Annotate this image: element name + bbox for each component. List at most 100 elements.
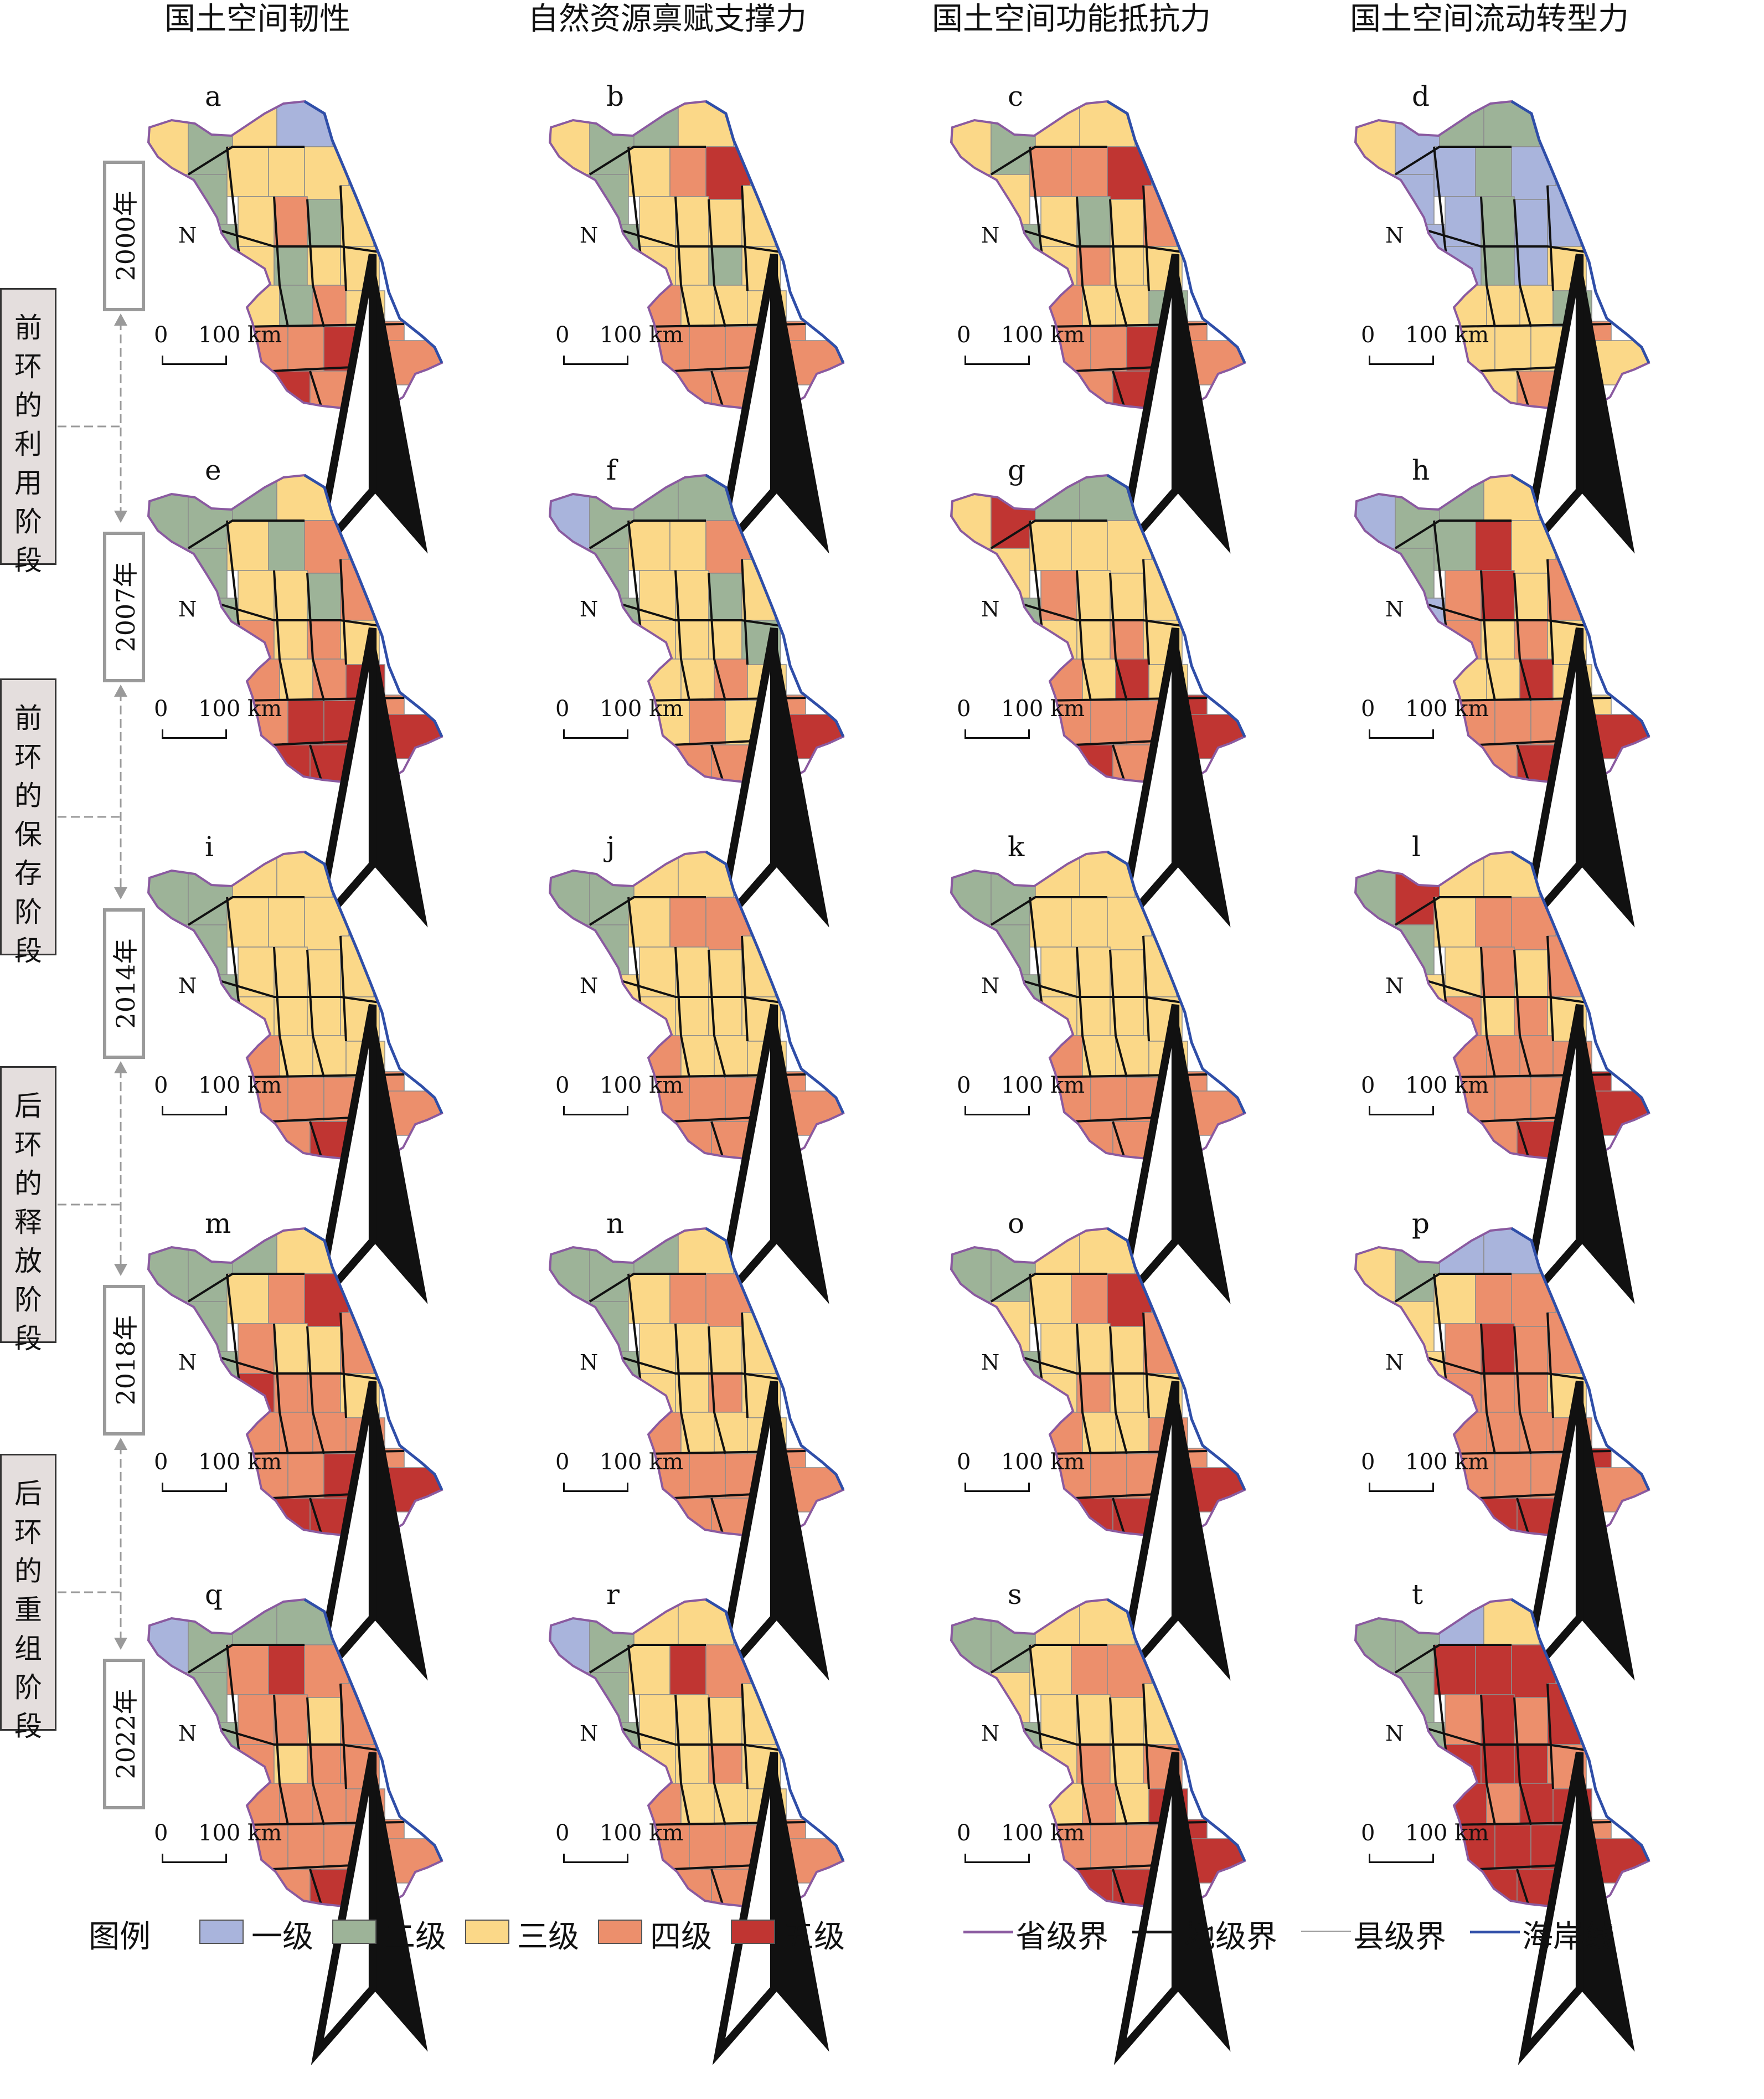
scale-bar: 0 100 km bbox=[154, 1820, 287, 1870]
scale-bar: 0 100 km bbox=[1361, 1449, 1494, 1499]
year-label-1: 2000年 bbox=[103, 161, 145, 311]
stage-char: 释 bbox=[14, 1206, 42, 1238]
year-text: 2022年 bbox=[111, 1689, 141, 1779]
stage-char: 阶 bbox=[14, 1671, 42, 1704]
north-arrow-icon: N bbox=[1378, 223, 1635, 567]
column-title-3: 国土空间功能抵抗力 bbox=[932, 1, 1211, 37]
panel-letter: i bbox=[205, 831, 214, 863]
north-arrow-icon: N bbox=[973, 223, 1231, 567]
north-arrow-shape bbox=[1113, 1380, 1231, 1694]
stage-char: 存 bbox=[14, 857, 42, 889]
map-panel-i: i N 0 100 km bbox=[138, 825, 543, 1318]
county-cell bbox=[1143, 559, 1177, 621]
county-cell bbox=[1475, 146, 1512, 197]
county-cell bbox=[276, 1228, 333, 1274]
county-cell bbox=[1029, 520, 1072, 571]
county-cell bbox=[680, 1035, 715, 1078]
scale-zero: 0 bbox=[1361, 1449, 1375, 1475]
north-arrow-shape bbox=[1518, 253, 1635, 567]
arrow-up-icon bbox=[114, 1061, 127, 1073]
north-arrow-icon: N bbox=[973, 974, 1231, 1318]
map-panel-d: d N 0 100 km bbox=[1345, 75, 1750, 567]
scale-label: 100 km bbox=[1001, 1449, 1085, 1475]
north-arrow-icon: N bbox=[572, 974, 829, 1318]
north-arrow-icon: N bbox=[1378, 974, 1635, 1318]
county-cell bbox=[226, 520, 269, 571]
coastline bbox=[705, 1227, 845, 1491]
county-cell bbox=[708, 1326, 742, 1374]
county-cell bbox=[639, 1694, 676, 1745]
north-arrow-icon: N bbox=[1378, 1721, 1635, 2065]
scale-bar-line bbox=[162, 356, 227, 365]
county-cell bbox=[307, 1326, 341, 1374]
north-arrow-icon: N bbox=[1378, 1350, 1635, 1694]
county-cell bbox=[633, 1228, 679, 1274]
scale-zero: 0 bbox=[1361, 1820, 1375, 1846]
county-cell bbox=[226, 897, 269, 948]
north-label: N bbox=[1385, 974, 1404, 998]
scale-bar: 0 100 km bbox=[1361, 1073, 1494, 1123]
county-cell bbox=[307, 1697, 341, 1745]
north-label: N bbox=[1385, 223, 1404, 248]
scale-bar: 0 100 km bbox=[555, 1820, 688, 1870]
north-arrow-shape bbox=[1113, 1004, 1231, 1318]
stage-char: 后 bbox=[14, 1478, 42, 1510]
figure: 国土空间韧性 自然资源禀赋支撑力 国土空间功能抵抗力 国土空间流动转型力 a N 0 100… bbox=[0, 1, 1750, 2065]
county-cell bbox=[1547, 185, 1581, 247]
north-label: N bbox=[178, 1721, 197, 1746]
county-cell bbox=[232, 101, 277, 147]
scale-zero: 0 bbox=[154, 1073, 168, 1098]
panel-letter: m bbox=[205, 1207, 231, 1239]
scale-bar-line bbox=[1369, 1106, 1434, 1115]
scale-label: 100 km bbox=[198, 1073, 282, 1098]
scale-label: 100 km bbox=[1001, 1073, 1085, 1098]
legend-swatch bbox=[731, 1920, 775, 1944]
coastline bbox=[1510, 850, 1650, 1114]
county-cell bbox=[1110, 1697, 1144, 1745]
scale-bar-line bbox=[162, 1106, 227, 1115]
map-panel-r: r N 0 100 km bbox=[540, 1573, 944, 2065]
scale-label: 100 km bbox=[198, 1449, 282, 1475]
year-text: 2007年 bbox=[111, 562, 141, 652]
map-panel-l: l N 0 100 km bbox=[1345, 825, 1750, 1318]
scale-zero: 0 bbox=[555, 1073, 570, 1098]
county-cell bbox=[1071, 1644, 1108, 1695]
scale-zero: 0 bbox=[154, 1449, 168, 1475]
scale-zero: 0 bbox=[555, 696, 570, 722]
coastline bbox=[303, 1227, 443, 1491]
coastline bbox=[705, 850, 845, 1114]
scale-bar: 0 100 km bbox=[957, 696, 1090, 746]
panel-letter: a bbox=[205, 80, 221, 112]
scale-bar-line bbox=[563, 356, 628, 365]
scale-bar-line bbox=[162, 1854, 227, 1863]
scale-bar: 0 100 km bbox=[1361, 322, 1494, 372]
county-cell bbox=[307, 573, 341, 621]
legend-label: 四级 bbox=[650, 1919, 712, 1955]
scale-zero: 0 bbox=[957, 1449, 971, 1475]
county-cell bbox=[1433, 146, 1476, 197]
scale-bar: 0 100 km bbox=[1361, 696, 1494, 746]
county-cell bbox=[639, 196, 676, 247]
county-cell bbox=[741, 1683, 776, 1745]
scale-label: 100 km bbox=[1001, 696, 1085, 722]
county-cell bbox=[1076, 1323, 1111, 1374]
stage-label-4: 后环的重组阶段 bbox=[0, 1454, 56, 1742]
coastline bbox=[1106, 1598, 1246, 1862]
map-panel-a: a N 0 100 km bbox=[138, 75, 543, 567]
north-arrow-icon: N bbox=[171, 1721, 428, 2065]
stage-char: 段 bbox=[14, 935, 42, 967]
map-svg-d bbox=[1354, 100, 1650, 415]
county-cell bbox=[1110, 1326, 1144, 1374]
county-cell bbox=[639, 570, 676, 621]
county-cell bbox=[1029, 1644, 1072, 1695]
county-cell bbox=[1547, 1683, 1581, 1745]
county-cell bbox=[1029, 146, 1072, 197]
year-text: 2018年 bbox=[111, 1315, 141, 1406]
scale-bar-line bbox=[1369, 1483, 1434, 1492]
panel-letter: h bbox=[1412, 454, 1430, 486]
county-cell bbox=[741, 935, 776, 997]
map-panel-n: n N 0 100 km bbox=[540, 1202, 944, 1694]
legend-label: 地级界 bbox=[1184, 1919, 1277, 1955]
coastline bbox=[705, 474, 845, 738]
coastline bbox=[1510, 1598, 1650, 1862]
